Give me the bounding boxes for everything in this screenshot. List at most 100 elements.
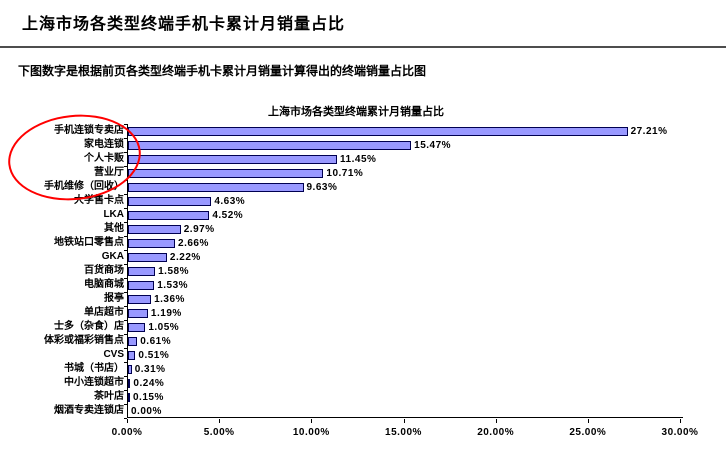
category-label: GKA <box>101 251 124 262</box>
bar-row: 4.63% <box>128 194 683 208</box>
bar <box>128 141 412 150</box>
category-label: 营业厅 <box>94 167 124 178</box>
category-label: 其他 <box>104 223 124 234</box>
bar-row: 1.36% <box>128 292 683 306</box>
chart-title: 上海市场各类型终端累计月销量占比 <box>268 106 444 118</box>
page-title: 上海市场各类型终端手机卡累计月销量占比 <box>22 16 346 33</box>
value-label: 11.45% <box>340 154 377 165</box>
category-label: 个人卡贩 <box>84 153 124 164</box>
x-tick <box>403 419 405 423</box>
bar-row: 9.63% <box>128 180 683 194</box>
bar-row: 0.51% <box>128 348 683 362</box>
category-label: 烟酒专卖连锁店 <box>54 405 124 416</box>
header-divider <box>0 46 726 48</box>
bar-row: 1.53% <box>128 278 683 292</box>
category-label: 手机连锁专卖店 <box>54 125 124 136</box>
x-tick-label: 30.00% <box>661 427 699 438</box>
bar <box>128 309 148 318</box>
bar <box>128 211 210 220</box>
bar-row: 2.97% <box>128 222 683 236</box>
value-label: 4.52% <box>212 210 244 221</box>
value-label: 15.47% <box>414 140 452 151</box>
x-axis-ticks <box>127 419 683 423</box>
bar <box>128 127 628 136</box>
category-label: 士多（杂食）店 <box>54 321 124 332</box>
bar-row: 0.24% <box>128 376 683 390</box>
value-label: 1.53% <box>157 280 189 291</box>
bar-row: 1.05% <box>128 320 683 334</box>
bar <box>128 337 138 346</box>
x-tick-label: 0.00% <box>111 427 143 438</box>
category-label: LKA <box>103 209 124 220</box>
bar <box>128 183 304 192</box>
bar <box>128 267 156 276</box>
plot-area: 27.21% 15.47% 11.45% 10.71% 9.63% 4.63% 4.52% 2… <box>127 124 683 418</box>
category-label: 单店超市 <box>84 307 124 318</box>
bar <box>128 281 155 290</box>
y-axis-ticks <box>124 124 127 419</box>
bar <box>128 225 181 234</box>
category-label: 家电连锁 <box>84 139 124 150</box>
category-label: 报亭 <box>104 293 124 304</box>
category-label: 电脑商城 <box>84 279 124 290</box>
category-label: 地铁站口零售点 <box>54 237 124 248</box>
x-tick <box>495 419 497 423</box>
value-label: 0.61% <box>140 336 172 347</box>
value-label: 0.51% <box>138 350 170 361</box>
category-label: 书城（书店） <box>64 363 124 374</box>
x-tick-label: 20.00% <box>477 427 515 438</box>
bar-row: 0.31% <box>128 362 683 376</box>
bar-row: 1.19% <box>128 306 683 320</box>
bar <box>128 197 212 206</box>
category-label: 体彩或福彩销售点 <box>44 335 124 346</box>
x-tick-label: 15.00% <box>385 427 422 438</box>
bar <box>128 379 131 388</box>
bar <box>128 323 146 332</box>
x-axis-labels: 0.00% 5.00% 10.00% 15.00% 20.00% 25.00% 30.00% <box>112 427 698 441</box>
value-label: 0.24% <box>133 378 165 389</box>
x-tick <box>680 419 681 423</box>
value-label: 2.97% <box>183 224 215 235</box>
bar-row: 1.58% <box>128 264 683 278</box>
value-label: 2.22% <box>169 252 201 263</box>
bar <box>128 169 324 178</box>
page-subtitle: 下图数字是根据前页各类型终端手机卡累计月销量计算得出的终端销量占比图 <box>18 64 427 78</box>
value-label: 4.63% <box>214 196 246 207</box>
x-tick-label: 5.00% <box>203 427 235 438</box>
bar-row: 2.66% <box>128 236 683 250</box>
category-label: 百货商场 <box>84 265 124 276</box>
bar-row: 11.45% <box>128 152 683 166</box>
value-label: 0.31% <box>134 364 166 375</box>
bar-row: 0.15% <box>128 390 683 404</box>
bar <box>128 295 152 304</box>
value-label: 9.63% <box>306 182 338 193</box>
bar-row: 4.52% <box>128 208 683 222</box>
x-tick-label: 25.00% <box>569 427 607 438</box>
bar <box>128 155 338 164</box>
bar-row: 15.47% <box>128 138 683 152</box>
bar-row: 0.00% <box>128 404 683 418</box>
value-label: 2.66% <box>178 238 209 249</box>
value-label: 1.36% <box>154 294 185 305</box>
bar <box>128 351 136 360</box>
x-tick <box>311 419 313 423</box>
x-tick <box>127 419 128 423</box>
bar <box>128 365 132 374</box>
value-label: 10.71% <box>326 168 364 179</box>
bar-row: 27.21% <box>128 124 683 138</box>
bar <box>128 253 167 262</box>
category-label: CVS <box>103 349 124 360</box>
category-label: 手机维修（回收） <box>44 181 124 192</box>
value-label: 0.15% <box>133 392 164 403</box>
value-label: 1.19% <box>150 308 182 319</box>
category-label: 中小连锁超市 <box>64 377 124 388</box>
value-label: 27.21% <box>630 126 668 137</box>
bar-row: 0.61% <box>128 334 683 348</box>
x-tick <box>587 419 589 423</box>
category-label: 大学售卡点 <box>74 195 124 206</box>
x-tick-label: 10.00% <box>292 427 330 438</box>
x-tick <box>219 419 221 423</box>
category-axis-labels: 手机连锁专卖店家电连锁个人卡贩营业厅手机维修（回收） 大学售卡点 LKA 其他地铁站口… <box>0 124 124 418</box>
bar <box>128 239 176 248</box>
